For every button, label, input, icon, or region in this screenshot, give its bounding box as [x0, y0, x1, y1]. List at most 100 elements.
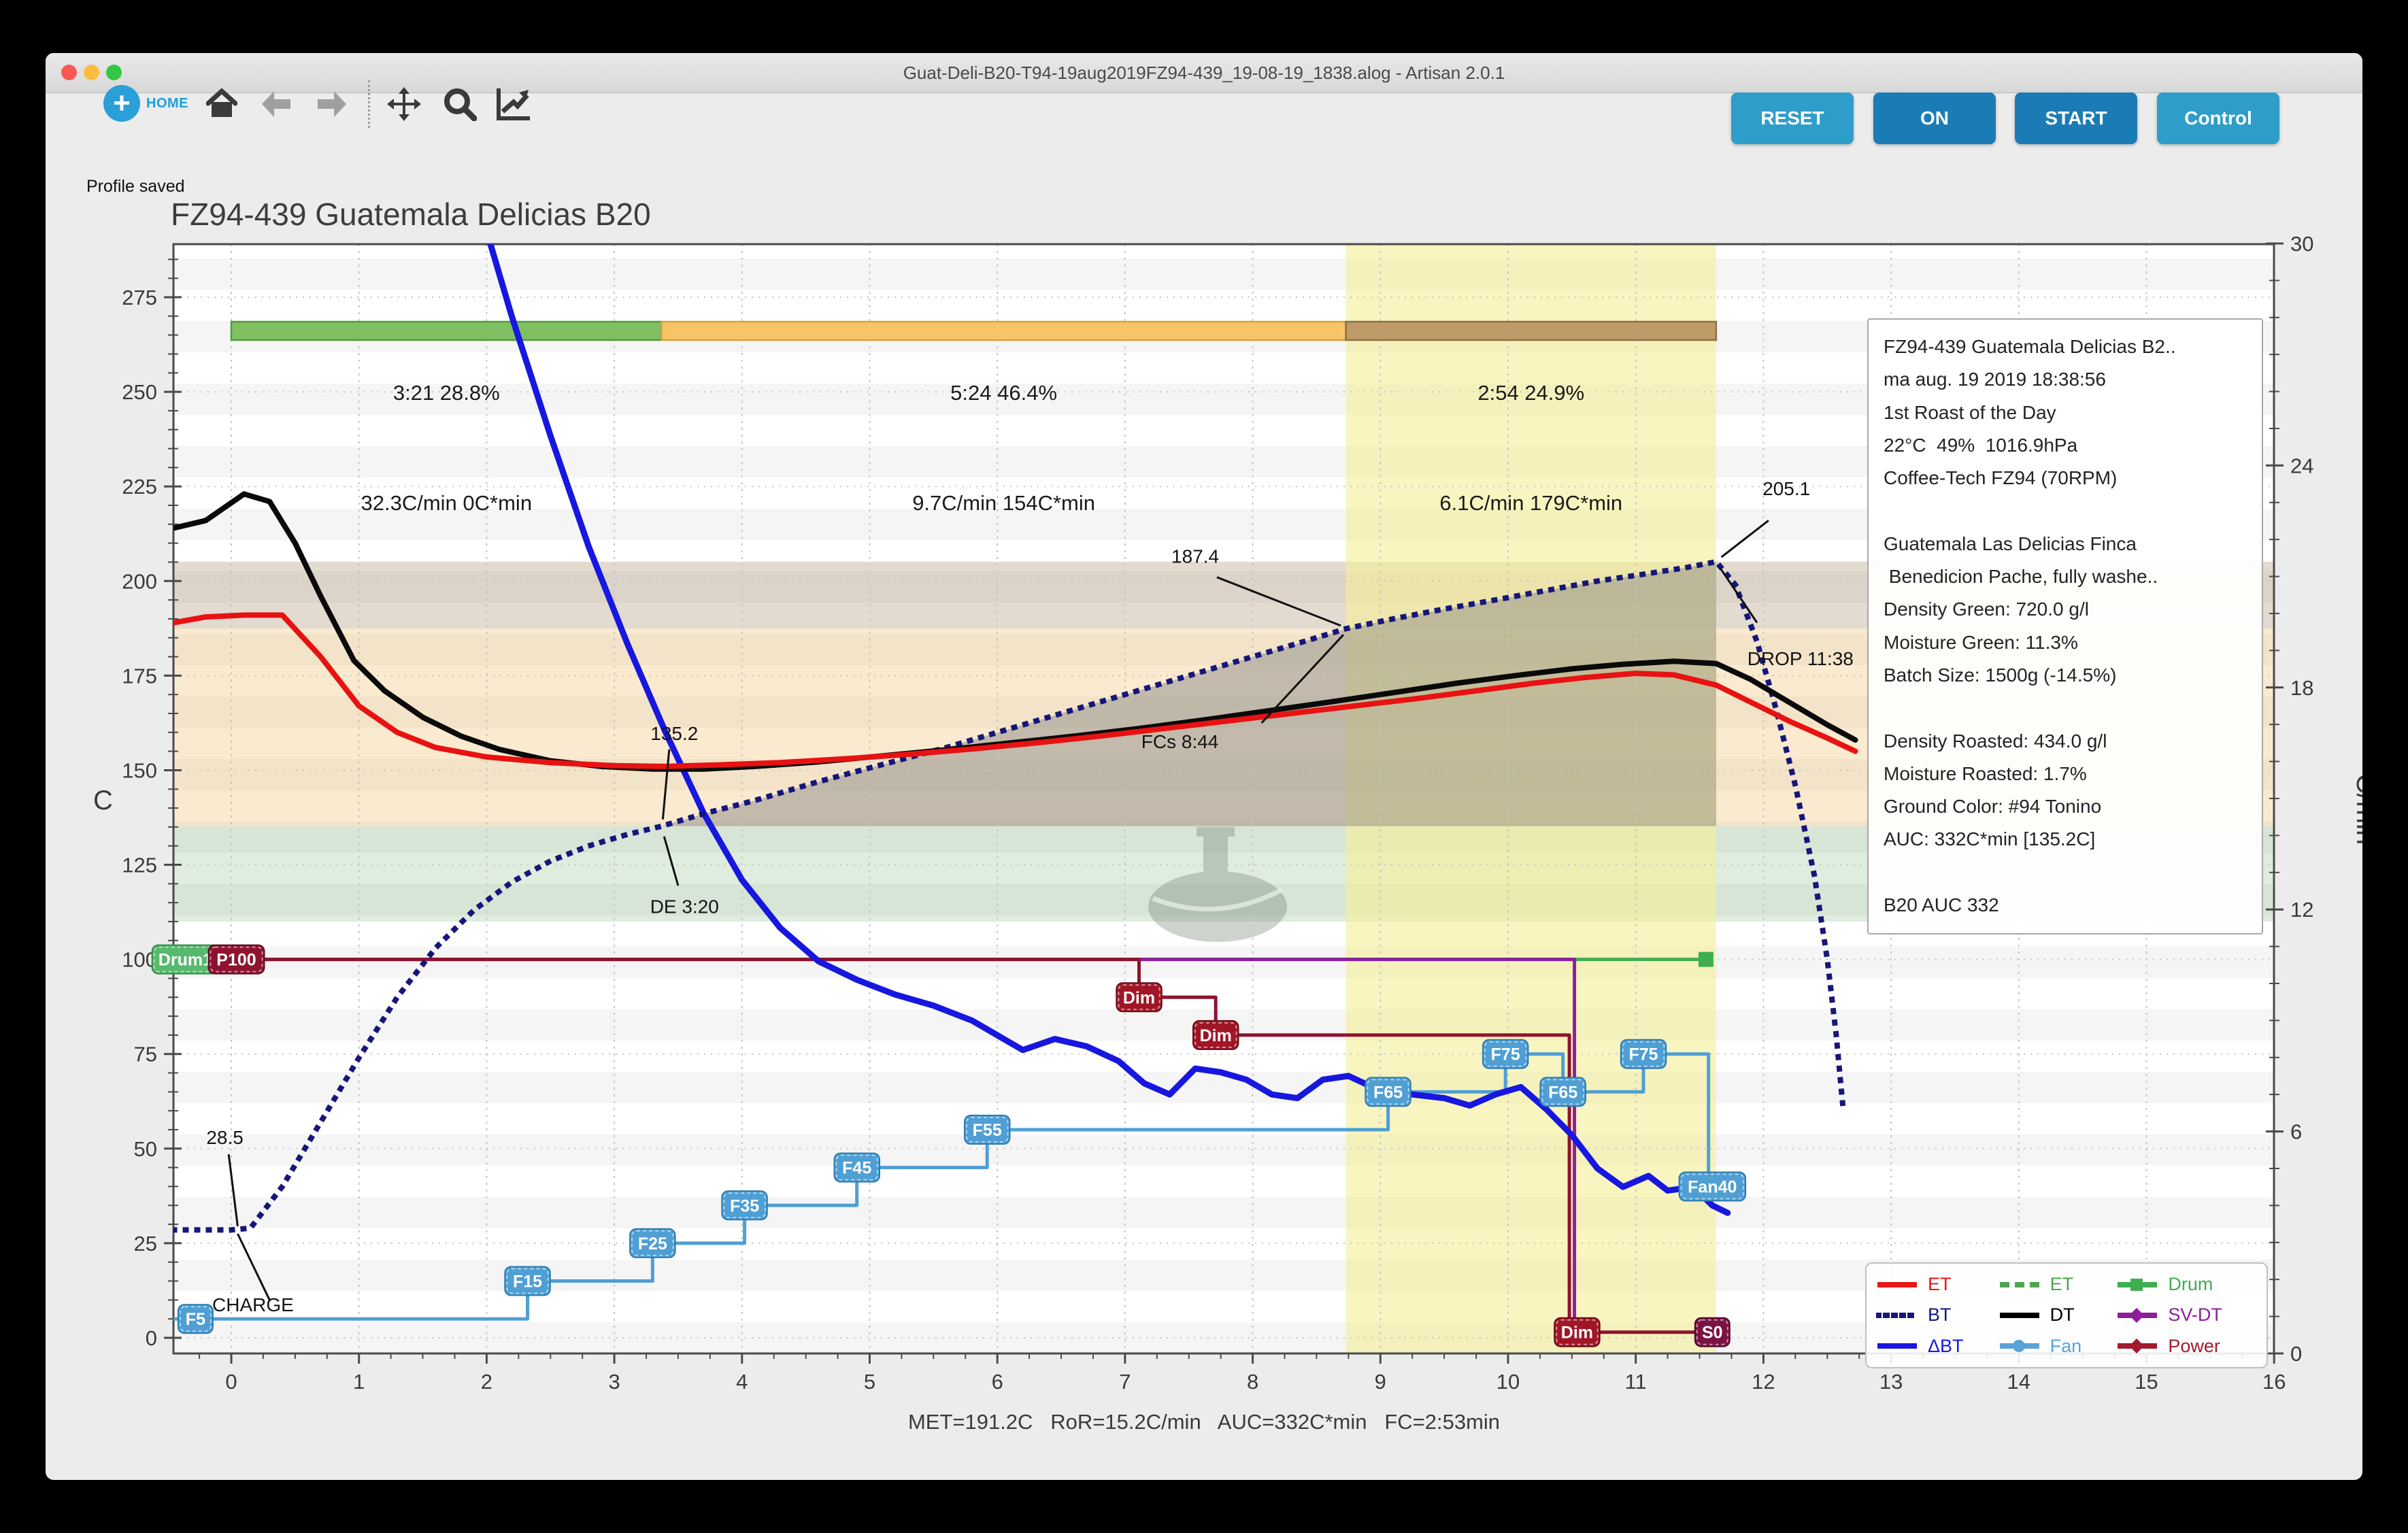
- svg-text:0: 0: [225, 1370, 237, 1394]
- series-Fan: [173, 1052, 1746, 1321]
- legend-line-sample: [1877, 1343, 1917, 1349]
- event-badges: Drum1 P100 F5 F15 F25 F35 F45: [151, 944, 1747, 1347]
- reset-button[interactable]: RESET: [1731, 92, 1854, 144]
- event-badge-F45[interactable]: F45: [833, 1152, 880, 1183]
- artisan-window: Guat-Deli-B20-T94-19aug2019FZ94-439_19-0…: [46, 53, 2362, 1480]
- svg-text:50: 50: [134, 1137, 157, 1161]
- svg-text:Fan40: Fan40: [1688, 1178, 1737, 1197]
- svg-text:12: 12: [2290, 898, 2313, 922]
- svg-text:F65: F65: [1373, 1083, 1403, 1102]
- event-badge-P100[interactable]: P100: [207, 944, 265, 975]
- legend-line-sample: [1999, 1281, 2039, 1287]
- svg-text:2: 2: [481, 1370, 492, 1394]
- svg-text:F5: F5: [186, 1310, 205, 1329]
- svg-text:275: 275: [122, 286, 157, 309]
- home-label[interactable]: HOME: [146, 96, 188, 111]
- chart-legend: ET BT ΔBT ET DT Fan Drum SV-DT Power: [1865, 1262, 2268, 1368]
- legend-entry-SV-DT: SV-DT: [2116, 1300, 2257, 1330]
- svg-text:150: 150: [122, 759, 157, 783]
- svg-text:F65: F65: [1548, 1083, 1577, 1102]
- event-badge-F55[interactable]: F55: [964, 1115, 1011, 1145]
- legend-line-sample: [2118, 1307, 2158, 1323]
- event-badge-F25[interactable]: F25: [629, 1228, 676, 1258]
- svg-text:175: 175: [122, 664, 157, 688]
- svg-text:75: 75: [134, 1043, 157, 1066]
- svg-text:3: 3: [608, 1370, 620, 1394]
- svg-text:F15: F15: [513, 1273, 542, 1292]
- event-badge-Fan40[interactable]: Fan40: [1678, 1171, 1747, 1202]
- svg-text:16: 16: [2262, 1370, 2286, 1394]
- annotation-187-4: 187.4: [1171, 546, 1219, 567]
- axes: 0 1 2 3 4 5 6 7 8 9 10 11 12 13 14 15 16…: [93, 232, 2362, 1394]
- svg-text:13: 13: [1879, 1370, 1903, 1394]
- zoom-icon[interactable]: [443, 87, 477, 121]
- svg-text:6: 6: [2290, 1120, 2302, 1144]
- legend-line-sample: [1877, 1281, 1917, 1287]
- annotation-CHARGE: CHARGE: [212, 1294, 294, 1315]
- event-badge-Dim[interactable]: Dim: [1116, 982, 1163, 1013]
- chart-scale-icon[interactable]: [496, 87, 531, 121]
- svg-text:10: 10: [1496, 1370, 1520, 1394]
- control-button[interactable]: Control: [2157, 92, 2279, 144]
- legend-label: SV-DT: [2168, 1304, 2222, 1326]
- on-button[interactable]: ON: [1873, 92, 1996, 144]
- forward-arrow-icon[interactable]: [316, 90, 348, 118]
- svg-text:9: 9: [1375, 1370, 1386, 1394]
- svg-text:30: 30: [2290, 232, 2313, 256]
- svg-text:3:21 28.8%: 3:21 28.8%: [393, 381, 500, 405]
- svg-text:Drum1: Drum1: [158, 951, 212, 970]
- svg-text:5: 5: [864, 1370, 875, 1394]
- window-title: Guat-Deli-B20-T94-19aug2019FZ94-439_19-0…: [903, 63, 1505, 83]
- event-badge-F65[interactable]: F65: [1539, 1077, 1586, 1107]
- back-arrow-icon[interactable]: [261, 90, 292, 118]
- titlebar: Guat-Deli-B20-T94-19aug2019FZ94-439_19-0…: [46, 53, 2362, 93]
- legend-label: ΔBT: [1928, 1335, 1964, 1356]
- event-badge-Dim[interactable]: Dim: [1554, 1317, 1601, 1347]
- svg-text:100: 100: [122, 948, 157, 972]
- legend-entry-ET: ET: [1876, 1269, 1999, 1300]
- minimize-window-button[interactable]: [84, 65, 99, 80]
- annotation-FCs-8-44: FCs 8:44: [1141, 731, 1219, 752]
- pan-icon[interactable]: [387, 87, 421, 121]
- event-badge-F35[interactable]: F35: [721, 1190, 768, 1221]
- status-readout: MET=191.2C RoR=15.2C/min AUC=332C*min FC…: [907, 1410, 1501, 1434]
- legend-label: Power: [2168, 1335, 2220, 1356]
- legend-line-sample: [1999, 1340, 2039, 1353]
- svg-text:F45: F45: [842, 1159, 871, 1178]
- event-badge-F75[interactable]: F75: [1620, 1039, 1667, 1069]
- legend-line-sample: [2118, 1278, 2158, 1291]
- legend-line-sample: [1876, 1312, 1918, 1318]
- legend-label: Fan: [2050, 1335, 2082, 1356]
- event-badge-F5[interactable]: F5: [177, 1304, 214, 1334]
- toolbar-separator: [368, 80, 370, 128]
- series-dBT: [487, 244, 1731, 1216]
- svg-text:9.7C/min 154C*min: 9.7C/min 154C*min: [912, 491, 1095, 515]
- svg-text:F55: F55: [973, 1121, 1002, 1140]
- zoom-window-button[interactable]: [106, 65, 122, 80]
- svg-text:Dim: Dim: [1123, 988, 1155, 1007]
- svg-text:1: 1: [353, 1370, 365, 1394]
- annotation-DROP-11-38: DROP 11:38: [1748, 648, 1854, 669]
- event-badge-F75[interactable]: F75: [1482, 1039, 1529, 1069]
- event-badge-F65[interactable]: F65: [1365, 1077, 1411, 1107]
- add-roast-button[interactable]: +: [103, 85, 140, 122]
- svg-text:F25: F25: [638, 1234, 667, 1253]
- start-button[interactable]: START: [2015, 92, 2137, 144]
- svg-text:F75: F75: [1491, 1045, 1520, 1064]
- svg-text:25: 25: [134, 1232, 157, 1256]
- roast-info-box: FZ94-439 Guatemala Delicias B2.. ma aug.…: [1867, 318, 2263, 934]
- svg-text:225: 225: [122, 475, 157, 499]
- svg-text:7: 7: [1119, 1370, 1131, 1394]
- event-badge-Dim[interactable]: Dim: [1192, 1020, 1239, 1050]
- event-badge-S0[interactable]: S0: [1694, 1317, 1730, 1347]
- close-window-button[interactable]: [61, 65, 77, 80]
- event-badge-F15[interactable]: F15: [504, 1266, 551, 1296]
- svg-text:125: 125: [122, 854, 157, 877]
- svg-text:0: 0: [2290, 1342, 2302, 1366]
- legend-label: BT: [1928, 1304, 1952, 1326]
- annotations: 28.5 CHARGE 135.2 DE 3:20 187.4 FCs 8:44 205.1…: [206, 478, 1854, 1315]
- annotation-DE-3-20: DE 3:20: [650, 896, 719, 917]
- profile-saved-message: Profile saved: [86, 177, 185, 196]
- home-icon[interactable]: [206, 88, 237, 120]
